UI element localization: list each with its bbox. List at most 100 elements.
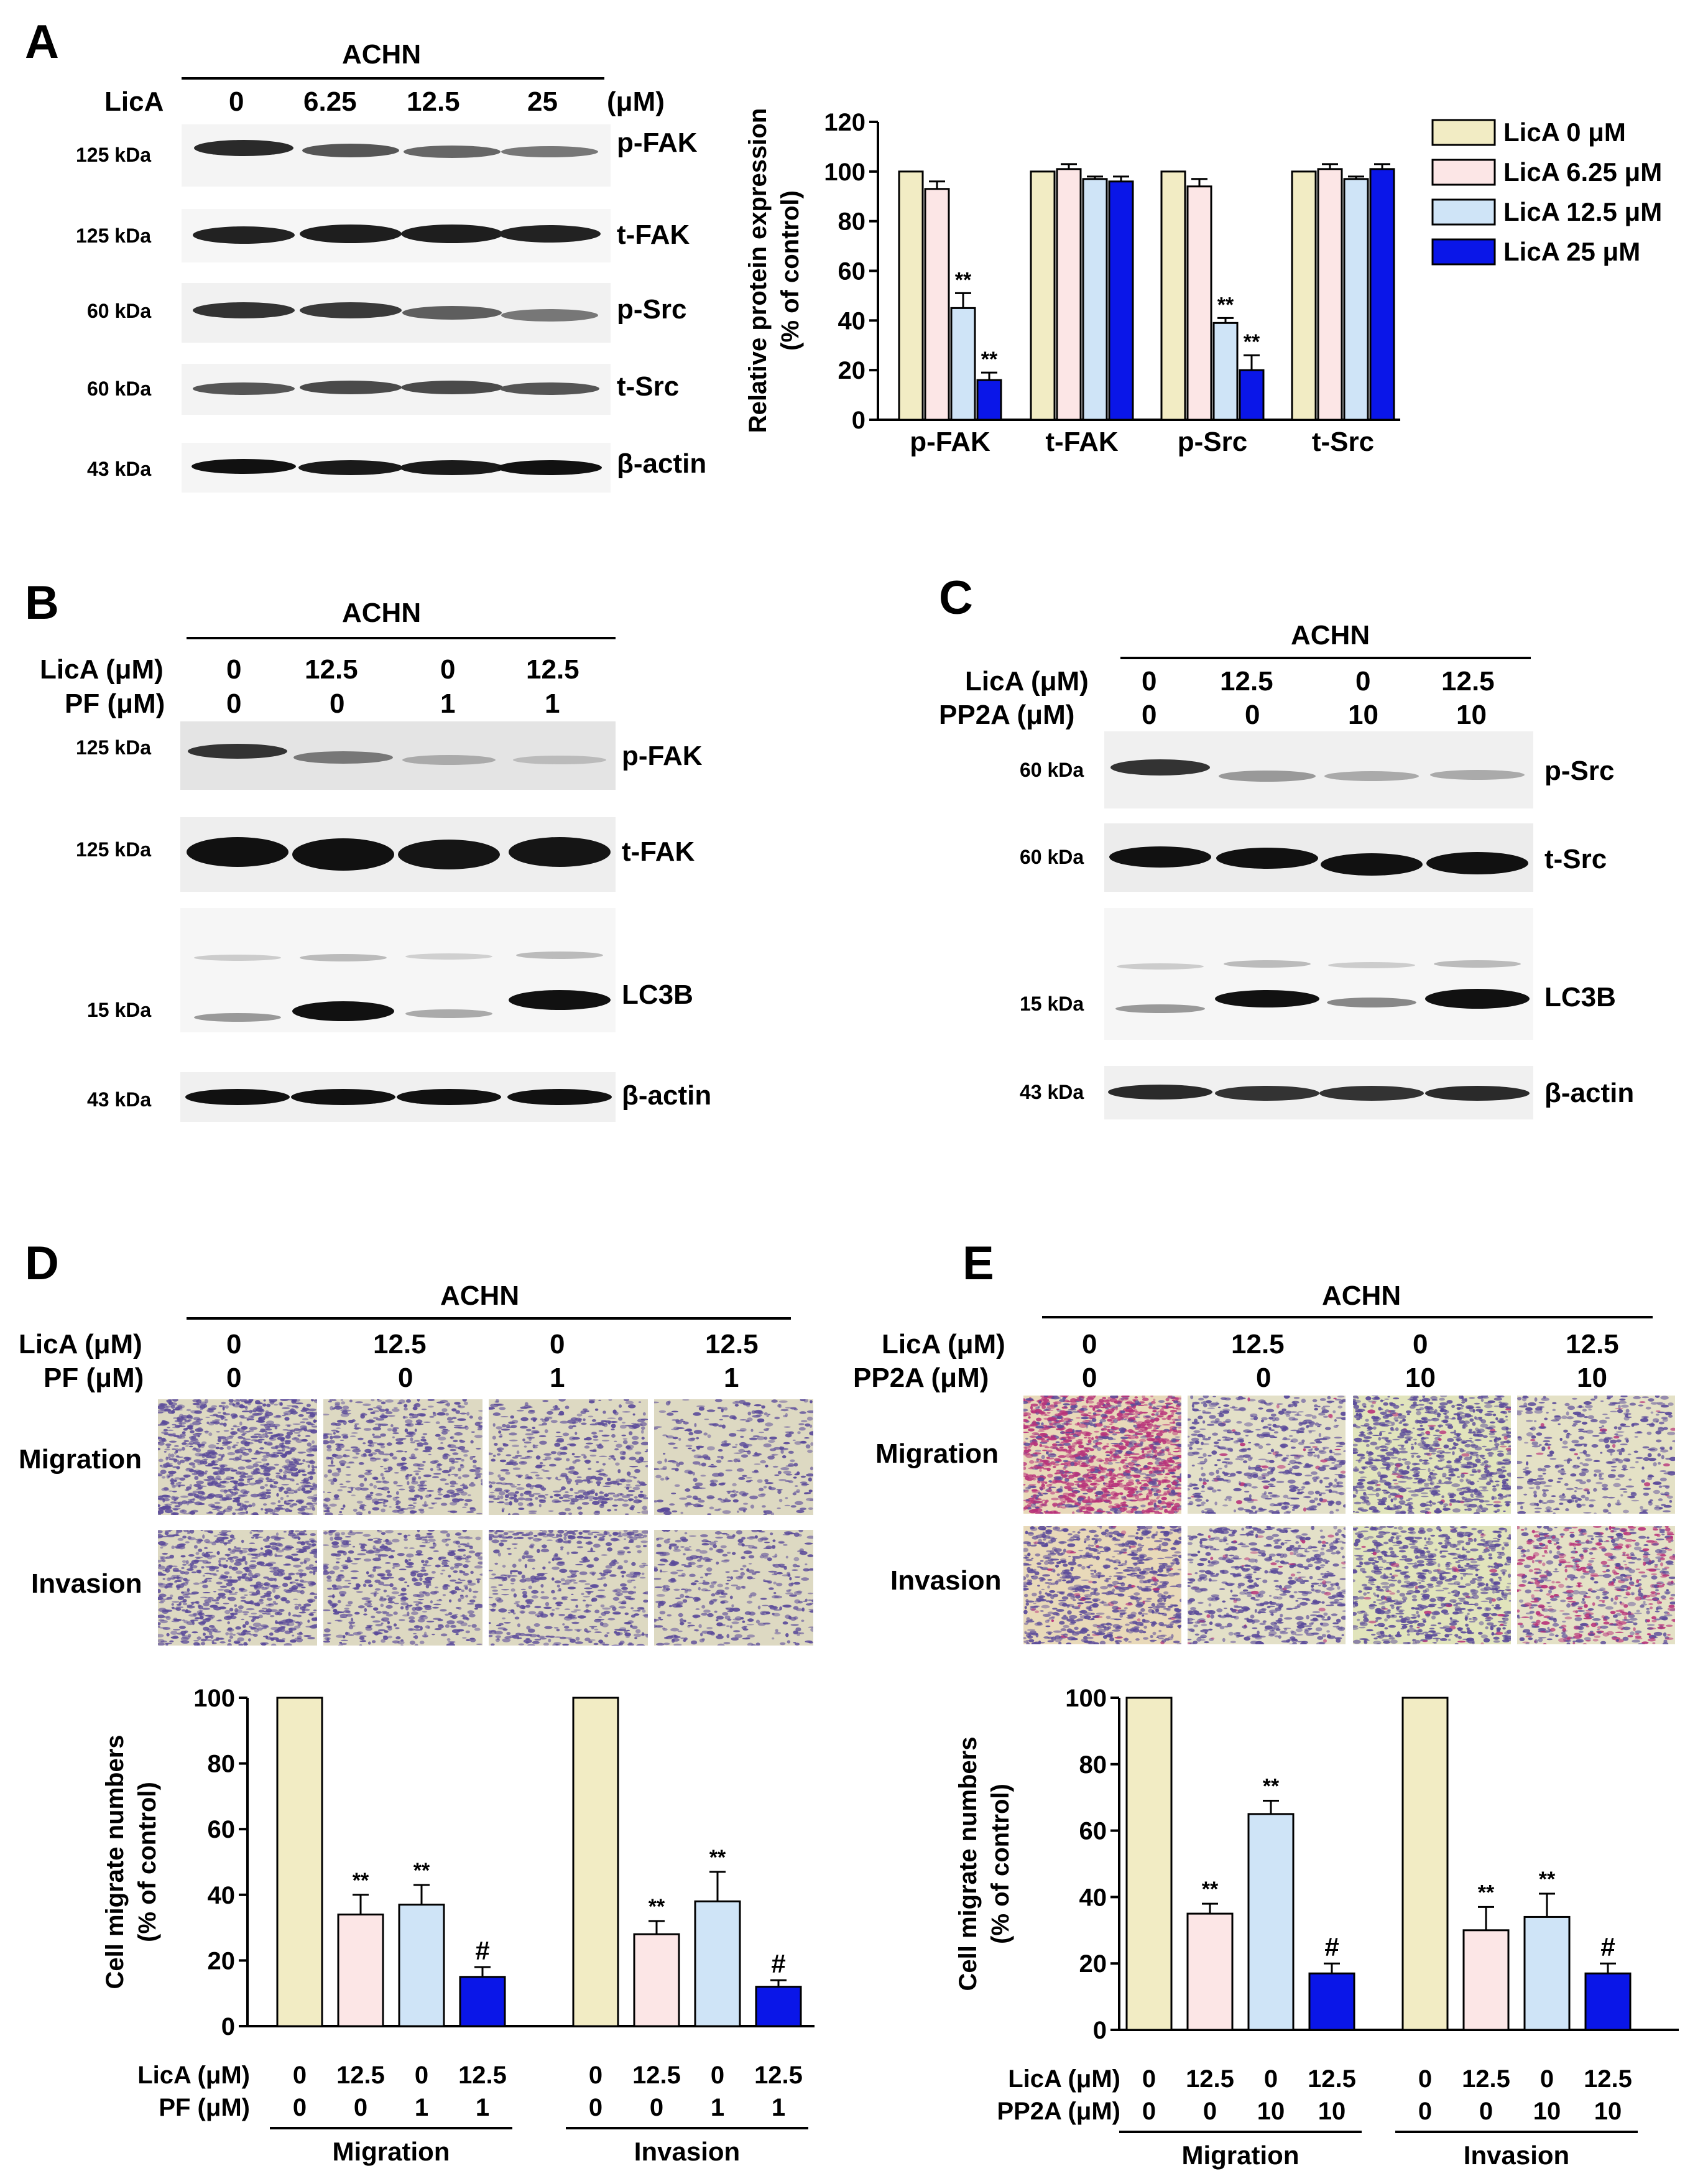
kda-c-0: 60 kDa [1020, 759, 1084, 781]
x-row2-value-e: 10 [1594, 2098, 1622, 2125]
bar-a [1369, 168, 1395, 421]
significance-mark-d: # [475, 1936, 489, 1965]
x-row2-value-d: 0 [589, 2094, 602, 2121]
x-row1-value-d: 12.5 [458, 2062, 507, 2089]
protein-a-4: β-actin [617, 448, 707, 479]
lica-b-2: 0 [440, 654, 456, 685]
group-label-d: Migration [333, 2137, 450, 2166]
y-tick-label-a: 20 [838, 357, 866, 384]
blot-a-actin [182, 443, 611, 493]
cell-line-header-a: ACHN [342, 39, 422, 70]
micrograph-e-invasion [1188, 1526, 1346, 1644]
panel-letter-a: A [25, 16, 59, 68]
group-label-d: Invasion [634, 2137, 740, 2166]
panel-letter-d: D [25, 1237, 59, 1290]
y-label-a-line-1: (% of control) [777, 190, 804, 351]
y-tick-label-e: 0 [1093, 2017, 1107, 2044]
x-row2-label-d: PF (μM) [159, 2094, 250, 2121]
x-row1-value-d: 0 [589, 2062, 602, 2089]
micrograph-e-invasion [1023, 1526, 1181, 1644]
x-tick-label-a: p-FAK [910, 427, 990, 457]
bar-e [1308, 1972, 1355, 2031]
kda-b-3: 43 kDa [87, 1088, 152, 1111]
protein-a-3: t-Src [617, 371, 680, 402]
significance-mark-d: ** [353, 1869, 369, 1892]
pp2a-e-1: 0 [1256, 1363, 1272, 1393]
pp2a-e-3: 10 [1577, 1363, 1607, 1393]
y-tick-label-d: 0 [221, 2013, 235, 2040]
blot-a-tsrc [182, 364, 611, 415]
bar-a [1317, 168, 1343, 421]
blot-c-actin [1104, 1066, 1533, 1119]
header-rule-e [1042, 1316, 1653, 1318]
micrograph-e-invasion [1517, 1526, 1675, 1644]
kda-a-3: 60 kDa [87, 377, 152, 400]
x-row2-value-e: 10 [1257, 2098, 1285, 2125]
y-tick-label-e: 80 [1079, 1751, 1107, 1779]
protein-c-2: LC3B [1544, 982, 1616, 1012]
cell-line-header-d: ACHN [440, 1280, 520, 1311]
blot-b-pfak [180, 721, 616, 790]
pp2a-e-2: 10 [1405, 1363, 1436, 1393]
row2-label-b: PF (μM) [65, 688, 165, 719]
y-tick-label-a: 0 [852, 407, 866, 434]
y-tick-label-e: 20 [1079, 1950, 1107, 1978]
y-label-a-line-0: Relative protein expression [744, 108, 772, 433]
blot-a-tfak [182, 209, 611, 262]
kda-a-2: 60 kDa [87, 300, 152, 322]
bar-e [1186, 1912, 1234, 2031]
blot-a-pfak [182, 124, 611, 187]
kda-a-0: 125 kDa [76, 144, 151, 166]
kda-c-3: 43 kDa [1020, 1081, 1084, 1103]
y-tick-label-d: 80 [208, 1751, 236, 1778]
lica-b-1: 12.5 [305, 654, 358, 685]
kda-b-1: 125 kDa [76, 838, 151, 861]
bar-e [1584, 1972, 1632, 2031]
x-row2-value-d: 1 [476, 2094, 489, 2121]
bar-a [976, 379, 1002, 421]
lica-d-0: 0 [226, 1329, 242, 1359]
protein-c-3: β-actin [1544, 1078, 1635, 1108]
x-row2-value-e: 0 [1203, 2098, 1217, 2125]
y-tick-label-e: 100 [1065, 1685, 1107, 1712]
significance-mark-d: # [771, 1949, 785, 1978]
micrograph-e-migration [1353, 1396, 1511, 1514]
row2-label-d: PF (μM) [44, 1363, 144, 1393]
protein-c-1: t-Src [1544, 844, 1607, 874]
lica-b-0: 0 [226, 654, 242, 685]
bar-a [924, 188, 950, 421]
header-rule-a [182, 77, 604, 80]
legend-swatch-a [1431, 159, 1496, 186]
bar-e [1247, 1813, 1295, 2031]
x-row1-value-d: 12.5 [632, 2062, 681, 2089]
bar-a [898, 170, 924, 421]
micrograph-d-invasion [654, 1530, 813, 1646]
micrograph-e-invasion [1353, 1526, 1511, 1644]
x-row2-value-e: 0 [1479, 2098, 1493, 2125]
x-tick-label-a: p-Src [1178, 427, 1247, 457]
lica-c-0: 0 [1142, 666, 1157, 697]
lica-label-a: LicA [104, 86, 164, 117]
pf-b-2: 1 [440, 688, 456, 719]
bar-a [1291, 170, 1317, 421]
significance-mark-a: ** [981, 348, 998, 371]
y-tick-label-a: 80 [838, 208, 866, 236]
micrograph-e-migration [1188, 1396, 1346, 1514]
header-rule-c [1120, 657, 1531, 659]
x-row2-value-e: 0 [1142, 2098, 1156, 2125]
y-tick-label-d: 40 [208, 1882, 236, 1909]
kda-c-1: 60 kDa [1020, 846, 1084, 868]
bar-e [1523, 1915, 1571, 2031]
y-label-d-line-0: Cell migrate numbers [101, 1734, 129, 1989]
lica-e-0: 0 [1082, 1329, 1097, 1359]
bar-d [398, 1904, 445, 2027]
micrograph-d-invasion [489, 1530, 648, 1646]
blot-c-lc3b [1104, 908, 1533, 1040]
row1-label-e: LicA (μM) [882, 1329, 1005, 1359]
legend-label-a: LicA 0 μM [1503, 118, 1626, 147]
legend-swatch-a [1431, 238, 1496, 266]
blot-c-tsrc [1104, 823, 1533, 892]
bar-d [337, 1913, 384, 2027]
bar-a [1030, 170, 1056, 421]
bar-d [633, 1933, 680, 2027]
